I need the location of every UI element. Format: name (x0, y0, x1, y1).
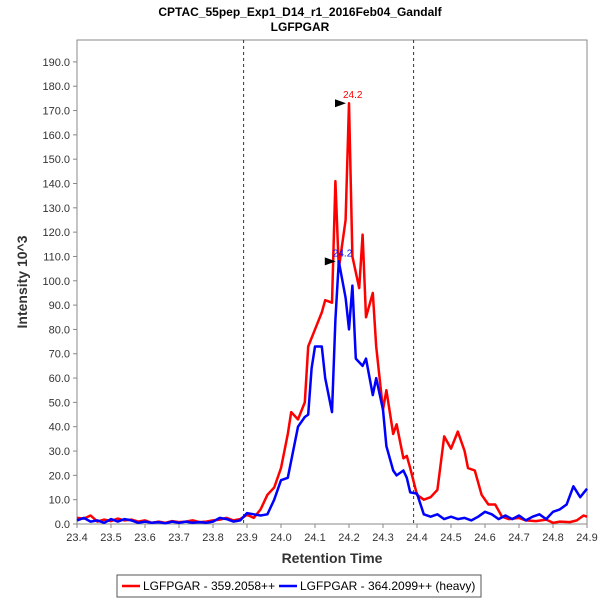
y-tick-label: 0.0 (55, 519, 70, 531)
y-tick-label: 50.0 (49, 397, 70, 409)
y-tick-label: 160.0 (42, 130, 70, 142)
y-tick-label: 90.0 (49, 300, 70, 312)
y-tick-label: 20.0 (49, 470, 70, 482)
peak-annotations: 24.2 24.2 (324, 90, 363, 266)
x-axis-label: Retention Time (282, 550, 383, 566)
x-tick-label: 23.5 (100, 532, 121, 544)
x-tick-label: 24.1 (304, 532, 325, 544)
y-tick-label: 60.0 (49, 373, 70, 385)
y-tick-label: 80.0 (49, 324, 70, 336)
y-tick-label: 140.0 (42, 178, 70, 190)
x-tick-label: 24.4 (406, 532, 427, 544)
x-tick-label: 24.8 (542, 532, 563, 544)
y-tick-label: 10.0 (49, 495, 70, 507)
y-tick-label: 170.0 (42, 106, 70, 118)
y-tick-label: 190.0 (42, 57, 70, 69)
series-line-1 (76, 260, 588, 525)
peak-marker (335, 99, 346, 108)
x-tick-label: 24.3 (372, 532, 393, 544)
peak-boundaries (243, 40, 415, 524)
y-tick-label: 150.0 (42, 154, 70, 166)
chart-title: CPTAC_55pep_Exp1_D14_r1_2016Feb04_Gandal… (158, 5, 442, 19)
x-tick-label: 24.7 (508, 532, 529, 544)
x-tick-label: 23.8 (202, 532, 223, 544)
x-tick-label: 24.6 (474, 532, 495, 544)
x-tick-label: 24.9 (576, 532, 597, 544)
legend-entry-heavy: LGFPGAR - 364.2099++ (heavy) (300, 579, 475, 593)
x-tick-label: 23.6 (134, 532, 155, 544)
x-tick-label: 24.2 (338, 532, 359, 544)
legend-entry-light: LGFPGAR - 359.2058++ (143, 579, 275, 593)
y-tick-label: 70.0 (49, 349, 70, 361)
legend: LGFPGAR - 359.2058++ LGFPGAR - 364.2099+… (116, 574, 482, 598)
y-axis: 0.0 10.0 20.0 30.0 40.0 50.0 60.0 70.0 80.0 90.0 1… (42, 57, 77, 531)
y-tick-label: 30.0 (49, 446, 70, 458)
series-layer (76, 101, 588, 525)
x-tick-label: 24.0 (270, 532, 291, 544)
peak-label: 24.2 (343, 90, 363, 101)
peak-marker (324, 257, 336, 266)
y-tick-label: 120.0 (42, 227, 70, 239)
y-tick-label: 110.0 (43, 251, 70, 263)
chart-subtitle: LGFPGAR (271, 20, 330, 34)
x-tick-label: 24.5 (440, 532, 461, 544)
x-axis: 23.4 23.5 23.6 23.7 23.8 23.9 24.0 24.1 24.2 24.3… (66, 524, 598, 544)
y-tick-label: 40.0 (49, 422, 70, 434)
y-tick-label: 130.0 (42, 203, 70, 215)
x-tick-label: 23.7 (168, 532, 189, 544)
y-tick-label: 100.0 (42, 276, 70, 288)
y-tick-label: 180.0 (42, 81, 70, 93)
legend-box (116, 574, 482, 598)
x-tick-label: 23.4 (66, 532, 87, 544)
peak-label: 24.2 (333, 248, 353, 259)
y-axis-label: Intensity 10^3 (14, 235, 30, 328)
x-tick-label: 23.9 (236, 532, 257, 544)
